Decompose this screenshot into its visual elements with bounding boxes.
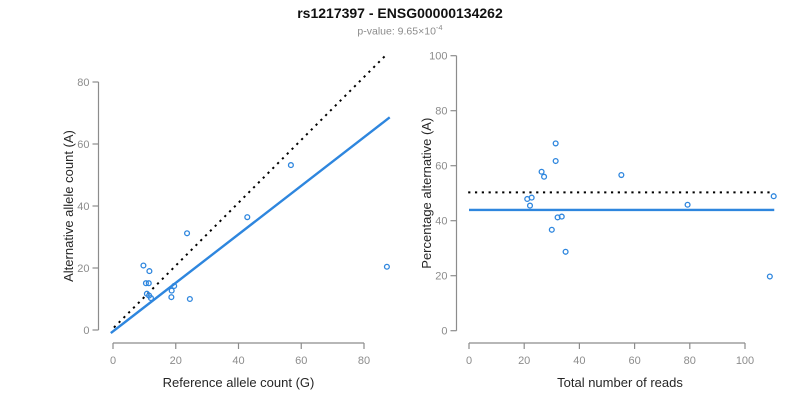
y-tick-label: 40 xyxy=(435,216,447,228)
x-tick-label: 60 xyxy=(628,355,640,367)
plot-subtitle: p-value: 9.65×10-4 xyxy=(0,23,800,38)
y-tick-label: 80 xyxy=(77,77,89,89)
y-tick-label: 0 xyxy=(441,326,447,338)
y-axis-title: Percentage alternative (A) xyxy=(419,118,434,269)
data-point xyxy=(147,295,155,302)
percentage-plot: 0 20 40 60 80 100 0 20 40 60 80 100 Total number of … xyxy=(419,51,777,390)
y-tick-label: 40 xyxy=(77,201,89,213)
p-value-mantissa: 9.65×10 xyxy=(397,25,436,38)
data-point xyxy=(383,263,390,270)
allele-count-plot: 0 20 40 60 80 0 20 40 60 80 Reference allele count… xyxy=(61,54,391,390)
data-point xyxy=(552,157,559,165)
x-tick-label: 80 xyxy=(358,355,370,367)
x-tick-label: 0 xyxy=(110,355,116,367)
data-point xyxy=(684,201,691,208)
data-point xyxy=(552,140,559,147)
p-value-label: p-value: xyxy=(357,25,398,38)
x-tick-label: 20 xyxy=(518,355,530,367)
data-point xyxy=(526,202,534,209)
identity-line xyxy=(113,54,387,329)
data-point xyxy=(766,273,773,280)
data-point xyxy=(171,282,178,290)
x-axis-title: Reference allele count (G) xyxy=(163,375,315,390)
data-point xyxy=(541,173,548,180)
data-point xyxy=(562,248,569,255)
x-tick-label: 20 xyxy=(170,355,182,367)
y-tick-label: 20 xyxy=(435,271,447,283)
y-tick-label: 60 xyxy=(435,161,447,173)
regression-line xyxy=(110,116,391,335)
x-tick-label: 60 xyxy=(295,355,307,367)
data-point xyxy=(538,168,545,175)
y-axis-title: Alternative allele count (A) xyxy=(61,130,76,282)
x-axis-title: Total number of reads xyxy=(557,375,683,390)
x-tick-label: 40 xyxy=(573,355,585,367)
data-point xyxy=(140,262,147,269)
x-tick-label: 0 xyxy=(466,355,472,367)
y-tick-label: 0 xyxy=(83,325,89,337)
x-tick-label: 100 xyxy=(736,355,754,367)
data-point xyxy=(558,213,565,220)
data-point xyxy=(146,268,153,275)
y-tick-label: 80 xyxy=(435,106,447,118)
data-point xyxy=(142,280,149,287)
y-tick-label: 60 xyxy=(77,139,89,151)
data-point xyxy=(244,214,251,221)
x-tick-label: 80 xyxy=(684,355,696,367)
data-point xyxy=(287,162,294,169)
data-point xyxy=(183,230,191,237)
plot-title: rs1217397 - ENSG00000134262 xyxy=(297,5,503,21)
data-point xyxy=(770,193,777,200)
data-point xyxy=(618,172,625,179)
y-tick-label: 100 xyxy=(429,51,447,63)
x-tick-label: 40 xyxy=(232,355,244,367)
data-point xyxy=(548,226,555,233)
p-value-exponent: -4 xyxy=(435,23,443,32)
data-point xyxy=(168,287,175,294)
data-point xyxy=(145,280,152,287)
data-point xyxy=(186,295,193,303)
data-point xyxy=(528,194,535,201)
data-point xyxy=(168,294,175,301)
y-tick-label: 20 xyxy=(77,263,89,275)
